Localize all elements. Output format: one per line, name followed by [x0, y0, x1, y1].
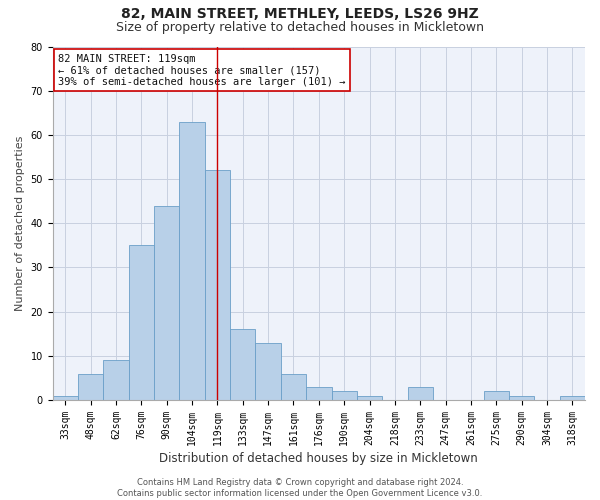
- Bar: [205, 170, 230, 400]
- Y-axis label: Number of detached properties: Number of detached properties: [15, 136, 25, 311]
- Text: 82 MAIN STREET: 119sqm
← 61% of detached houses are smaller (157)
39% of semi-de: 82 MAIN STREET: 119sqm ← 61% of detached…: [58, 54, 346, 87]
- Bar: [560, 396, 585, 400]
- Bar: [509, 396, 535, 400]
- Text: 82, MAIN STREET, METHLEY, LEEDS, LS26 9HZ: 82, MAIN STREET, METHLEY, LEEDS, LS26 9H…: [121, 8, 479, 22]
- Text: Size of property relative to detached houses in Mickletown: Size of property relative to detached ho…: [116, 21, 484, 34]
- Bar: [357, 396, 382, 400]
- Bar: [53, 396, 78, 400]
- Bar: [129, 246, 154, 400]
- Bar: [484, 391, 509, 400]
- Bar: [256, 342, 281, 400]
- Bar: [332, 391, 357, 400]
- Bar: [230, 330, 256, 400]
- X-axis label: Distribution of detached houses by size in Mickletown: Distribution of detached houses by size …: [160, 452, 478, 465]
- Bar: [78, 374, 103, 400]
- Bar: [179, 122, 205, 400]
- Bar: [103, 360, 129, 400]
- Bar: [407, 387, 433, 400]
- Bar: [154, 206, 179, 400]
- Bar: [281, 374, 306, 400]
- Text: Contains HM Land Registry data © Crown copyright and database right 2024.
Contai: Contains HM Land Registry data © Crown c…: [118, 478, 482, 498]
- Bar: [306, 387, 332, 400]
